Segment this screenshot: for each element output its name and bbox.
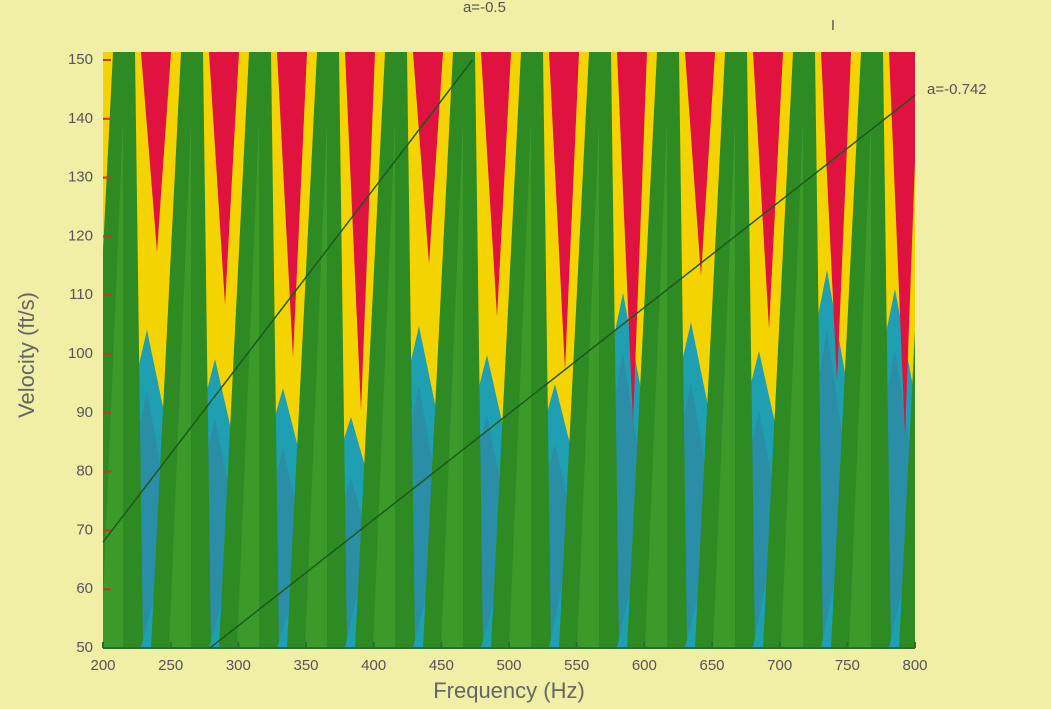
x-tick-label: 300 <box>226 657 251 674</box>
annotation: I <box>831 17 835 34</box>
y-tick-label: 70 <box>76 521 93 538</box>
heat-field <box>103 52 939 648</box>
x-tick-label: 600 <box>632 657 657 674</box>
x-tick-label: 800 <box>902 657 927 674</box>
field-band <box>491 52 551 648</box>
field-band <box>713 120 735 648</box>
x-tick-label: 200 <box>90 657 115 674</box>
field-band <box>169 120 191 648</box>
field-band <box>627 52 687 648</box>
field-band <box>577 120 599 648</box>
series-line <box>102 59 474 543</box>
field-band <box>917 120 939 648</box>
field-spike <box>413 52 443 264</box>
y-tick-label: 130 <box>68 169 93 186</box>
y-axis-title: Velocity (ft/s) <box>14 292 39 418</box>
y-tick-label: 150 <box>68 51 93 68</box>
x-tick-label: 550 <box>564 657 589 674</box>
x-tick-label: 250 <box>158 657 183 674</box>
field-band <box>219 52 279 648</box>
field-band <box>423 52 483 648</box>
x-tick-label: 350 <box>293 657 318 674</box>
field-band <box>509 120 531 648</box>
x-tick-label: 650 <box>699 657 724 674</box>
y-tick-label: 60 <box>76 580 93 597</box>
field-spike <box>889 52 915 435</box>
y-tick-label: 100 <box>68 345 93 362</box>
field-band <box>645 120 667 648</box>
y-tick-label: 140 <box>68 110 93 127</box>
line-label: a=-0.5 <box>463 0 506 16</box>
y-tick-label: 120 <box>68 227 93 244</box>
x-tick-label: 500 <box>496 657 521 674</box>
field-band <box>849 120 871 648</box>
x-axis-title: Frequency (Hz) <box>433 678 585 703</box>
field-band <box>831 52 891 648</box>
y-tick-label: 50 <box>76 639 93 656</box>
x-tick-label: 700 <box>767 657 792 674</box>
field-spike <box>345 52 375 411</box>
field-band <box>899 330 915 648</box>
field-band <box>763 52 823 648</box>
y-tick-label: 90 <box>76 404 93 421</box>
field-spike <box>277 52 307 358</box>
field-band <box>151 52 211 648</box>
field-band <box>781 120 803 648</box>
field-band <box>441 120 463 648</box>
line-label: a=-0.742 <box>927 81 987 98</box>
field-band <box>287 52 347 648</box>
field-band <box>237 120 259 648</box>
field-band <box>695 52 755 648</box>
x-tick-label: 400 <box>361 657 386 674</box>
field-spike <box>685 52 715 276</box>
field-band <box>103 120 123 648</box>
field-spike <box>209 52 239 305</box>
y-tick-label: 80 <box>76 463 93 480</box>
field-hill-light <box>909 618 915 648</box>
field-spike <box>753 52 783 329</box>
field-band <box>305 120 327 648</box>
field-spike <box>549 52 579 370</box>
field-spike <box>821 52 851 382</box>
field-spike <box>141 52 171 252</box>
x-tick-label: 750 <box>835 657 860 674</box>
field-spike <box>481 52 511 317</box>
y-tick-label: 110 <box>69 286 93 303</box>
x-tick-label: 450 <box>429 657 454 674</box>
field-spike <box>617 52 647 423</box>
series-line <box>209 94 916 649</box>
